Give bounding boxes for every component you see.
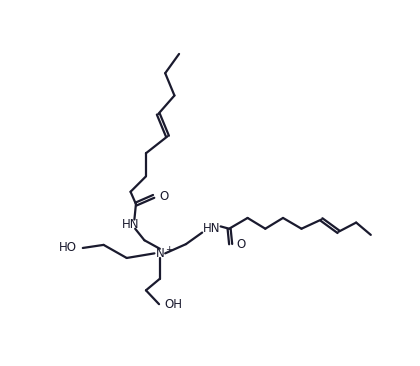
Text: HN: HN <box>203 222 220 235</box>
Text: O: O <box>160 190 169 203</box>
Text: O: O <box>237 238 246 251</box>
Text: HO: HO <box>58 242 76 254</box>
Text: +: + <box>165 245 173 254</box>
Text: N: N <box>155 247 164 260</box>
Text: HN: HN <box>122 218 139 231</box>
Text: OH: OH <box>164 298 182 311</box>
